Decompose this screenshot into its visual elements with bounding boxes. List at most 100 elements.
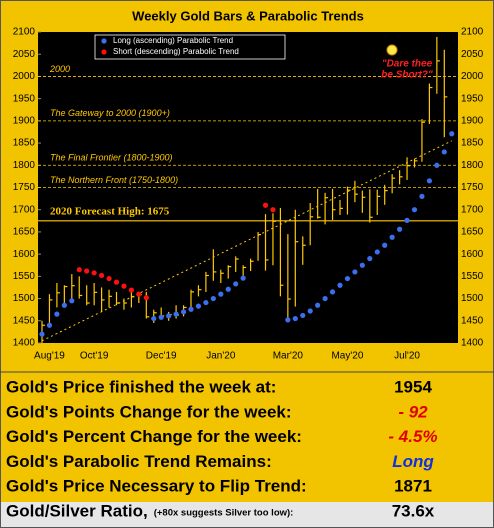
parabolic-dot [322, 295, 328, 302]
parabolic-dot [39, 331, 45, 337]
parabolic-dot [195, 303, 202, 309]
y-tick-label: 1450 [13, 315, 36, 326]
y-tick-label-right: 1600 [461, 249, 484, 260]
parabolic-dot [46, 322, 53, 328]
legend-label: Short (descending) Parabolic Trend [113, 47, 239, 56]
parabolic-dot [69, 298, 75, 304]
parabolic-dot [91, 270, 97, 276]
y-tick-label-right: 1900 [461, 115, 484, 126]
y-tick-label: 1950 [13, 93, 36, 104]
row-label: Gold/Silver Ratio, [6, 501, 148, 520]
y-tick-label: 1500 [13, 293, 36, 304]
parabolic-dot [374, 249, 380, 255]
parabolic-dot [143, 295, 149, 301]
parabolic-dot [292, 315, 298, 322]
y-tick-label-right: 1500 [461, 293, 484, 304]
parabolic-dot [270, 207, 276, 213]
y-tick-label-right: 2050 [461, 49, 484, 60]
parabolic-dot [359, 262, 365, 268]
callout: be Short?" [381, 70, 433, 81]
y-tick-label: 1650 [13, 227, 36, 238]
legend-label: Long (ascending) Parabolic Trend [113, 36, 233, 45]
row-value: 73.6x [392, 501, 435, 520]
x-tick-label: Aug'19 [34, 351, 65, 362]
y-tick-label: 1900 [13, 115, 36, 126]
row-value: 1871 [394, 477, 432, 496]
chart-title: Weekly Gold Bars & Parabolic Trends [132, 8, 364, 23]
parabolic-dot [106, 275, 112, 282]
y-tick-label-right: 1700 [461, 204, 484, 215]
parabolic-dot [449, 131, 455, 137]
y-tick-label-right: 2100 [461, 27, 484, 38]
y-tick-label-right: 2000 [461, 71, 484, 82]
parabolic-dot [419, 193, 425, 199]
legend-marker [101, 49, 107, 55]
y-tick-label-right: 1850 [461, 138, 484, 149]
parabolic-dot [307, 308, 313, 314]
parabolic-dot [367, 255, 373, 262]
y-tick-label-right: 1550 [461, 271, 484, 282]
parabolic-dot [441, 149, 447, 155]
parabolic-dot [337, 282, 343, 288]
trendline [41, 140, 452, 342]
y-tick-label: 1400 [13, 338, 36, 349]
reference-label: The Northern Front (1750-1800) [50, 175, 178, 185]
parabolic-dot [389, 234, 395, 240]
parabolic-dot [76, 267, 82, 273]
row-label: Gold's Price Necessary to Flip Trend: [6, 477, 307, 496]
y-tick-label: 1800 [13, 160, 36, 171]
parabolic-dot [210, 295, 216, 302]
y-tick-label-right: 1750 [461, 182, 484, 193]
last-row-background [0, 502, 494, 528]
y-tick-label: 1600 [13, 249, 36, 260]
parabolic-dot [344, 275, 351, 282]
parabolic-dot [300, 312, 306, 319]
parabolic-dot [397, 226, 403, 232]
parabolic-dot [54, 311, 60, 317]
parabolic-dot [411, 207, 418, 213]
parabolic-dot [434, 162, 440, 168]
parabolic-dot [382, 242, 388, 248]
parabolic-dot [136, 291, 142, 297]
parabolic-dot [285, 317, 291, 323]
legend-box [94, 34, 286, 60]
y-tick-label: 2100 [13, 27, 36, 38]
row-label: Gold's Percent Change for the week: [6, 427, 302, 446]
parabolic-dot [240, 275, 246, 281]
parabolic-dot [218, 291, 224, 297]
row-label: Gold's Points Change for the week: [6, 402, 292, 421]
parabolic-dot [262, 202, 269, 208]
parabolic-dot [426, 178, 432, 184]
y-tick-label: 1550 [13, 271, 36, 282]
row-value: Long [392, 452, 434, 471]
parabolic-dot [121, 283, 127, 289]
parabolic-dot [113, 279, 120, 285]
parabolic-dot [180, 309, 187, 315]
parabolic-dot [173, 311, 179, 317]
callout: "Dare thee [382, 59, 433, 70]
x-tick-label: Oct'19 [80, 351, 109, 362]
x-tick-label: Jul'20 [394, 351, 420, 362]
row-label: Gold's Parabolic Trend Remains: [6, 452, 272, 471]
parabolic-dot [99, 272, 105, 279]
y-tick-label-right: 1450 [461, 315, 484, 326]
y-tick-label: 1750 [13, 182, 36, 193]
parabolic-dot [188, 306, 194, 312]
smiley [386, 44, 398, 56]
x-tick-label: Mar'20 [273, 351, 304, 362]
y-tick-label: 1850 [13, 138, 36, 149]
reference-label: The Final Frontier (1800-1900) [50, 153, 173, 163]
x-tick-label: May'20 [331, 351, 363, 362]
y-tick-label: 1700 [13, 204, 36, 215]
row-label: Gold's Price finished the week at: [6, 377, 276, 396]
parabolic-dot [404, 217, 410, 223]
parabolic-dot [352, 269, 358, 275]
parabolic-dot [203, 299, 209, 306]
y-tick-label-right: 1650 [461, 227, 484, 238]
row-value: - 4.5% [388, 427, 437, 446]
legend-marker [101, 38, 107, 44]
x-tick-label: Jan'20 [206, 351, 236, 362]
y-tick-label: 2000 [13, 71, 36, 82]
parabolic-dot [166, 313, 172, 319]
